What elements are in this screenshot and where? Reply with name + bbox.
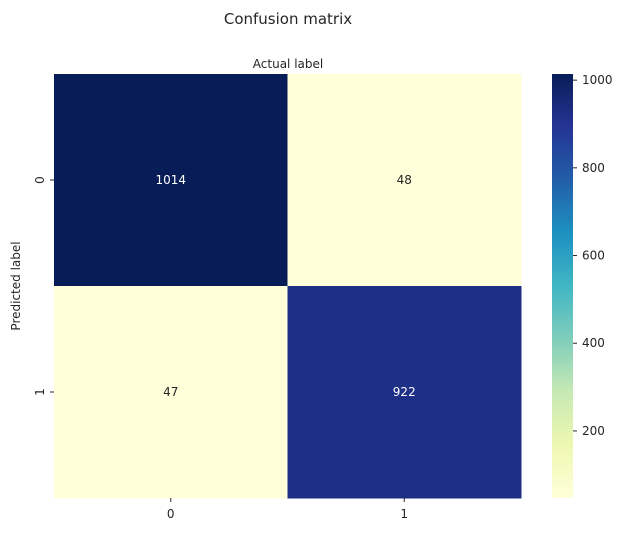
y-axis-label: Predicted label (9, 241, 23, 330)
heatmap-cell (54, 74, 288, 287)
colorbar-tick-label: 400 (582, 336, 605, 350)
cell-annotation: 48 (397, 173, 412, 187)
y-tick-label: 0 (33, 176, 47, 184)
y-tick-label: 1 (33, 388, 47, 396)
colorbar-tick-label: 1000 (582, 73, 613, 87)
chart-title: Confusion matrix (224, 10, 352, 28)
colorbar-tick-label: 200 (582, 424, 605, 438)
colorbar-tick-label: 600 (582, 249, 605, 263)
cell-annotation: 1014 (155, 173, 186, 187)
x-tick-label: 0 (167, 507, 175, 521)
colorbar-tick-label: 800 (582, 161, 605, 175)
x-axis-label: Actual label (253, 57, 323, 71)
heatmap-cell (287, 74, 522, 287)
cell-annotation: 922 (393, 385, 416, 399)
x-tick-label: 1 (400, 507, 408, 521)
colorbar (552, 74, 573, 498)
heatmap-cell (287, 286, 522, 499)
heatmap-cell (54, 286, 288, 499)
cell-annotation: 47 (163, 385, 178, 399)
